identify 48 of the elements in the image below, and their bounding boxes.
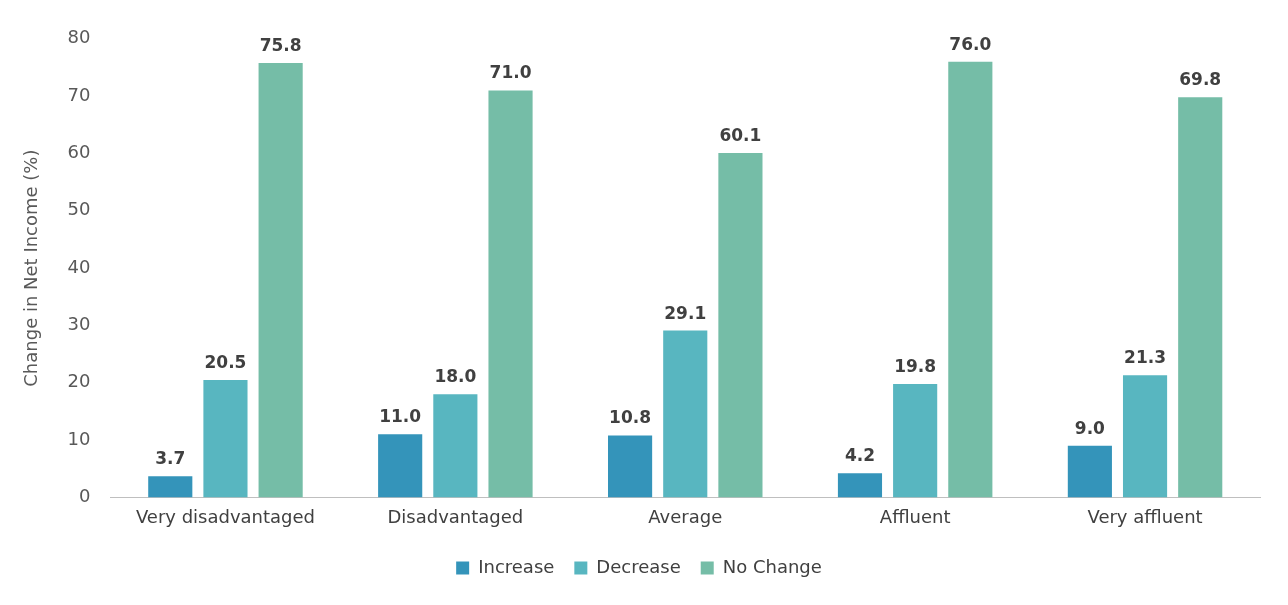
x-tick-label: Average bbox=[648, 505, 723, 527]
bar bbox=[1122, 375, 1168, 498]
data-label: 4.2 bbox=[844, 445, 876, 466]
y-tick-label: 60 bbox=[67, 141, 91, 163]
bar bbox=[663, 330, 708, 498]
y-tick-label: 50 bbox=[67, 198, 91, 220]
data-label: 20.5 bbox=[204, 351, 247, 372]
bar bbox=[148, 476, 193, 498]
bar bbox=[1178, 97, 1223, 498]
y-tick-label: 40 bbox=[67, 255, 91, 277]
bar bbox=[837, 473, 883, 498]
data-label: 69.8 bbox=[1179, 69, 1222, 90]
bar bbox=[718, 152, 763, 498]
legend-label: Decrease bbox=[596, 555, 681, 577]
x-tick-label: Very affluent bbox=[1087, 505, 1203, 527]
data-label: 18.0 bbox=[434, 366, 477, 387]
bar bbox=[378, 434, 423, 498]
y-axis-title: Change in Net Income (%) bbox=[20, 149, 42, 387]
data-label: 60.1 bbox=[719, 124, 762, 145]
data-label: 3.7 bbox=[155, 448, 186, 469]
y-tick-label: 10 bbox=[67, 427, 91, 449]
data-label: 76.0 bbox=[949, 33, 992, 54]
data-label: 11.0 bbox=[379, 406, 422, 427]
bar bbox=[488, 90, 533, 498]
legend-label: No Change bbox=[722, 555, 822, 577]
y-tick-label: 0 bbox=[79, 485, 91, 507]
data-label: 19.8 bbox=[894, 355, 937, 376]
y-tick-label: 20 bbox=[67, 370, 91, 392]
x-tick-label: Disadvantaged bbox=[387, 505, 524, 527]
y-tick-label: 70 bbox=[67, 83, 91, 105]
data-label: 75.8 bbox=[259, 34, 302, 55]
data-label: 21.3 bbox=[1124, 347, 1167, 368]
data-label: 29.1 bbox=[664, 302, 707, 323]
bar bbox=[948, 61, 993, 498]
bar bbox=[433, 394, 478, 498]
x-tick-label: Affluent bbox=[879, 505, 951, 527]
y-tick-label: 80 bbox=[67, 26, 91, 48]
data-label: 9.0 bbox=[1074, 417, 1106, 438]
bar bbox=[258, 62, 303, 498]
bar bbox=[893, 383, 938, 498]
x-tick-label: Very disadvantaged bbox=[135, 505, 316, 527]
data-label: 71.0 bbox=[489, 62, 532, 83]
bar bbox=[608, 435, 653, 498]
bar bbox=[203, 379, 248, 498]
y-tick-label: 30 bbox=[67, 313, 91, 335]
data-label: 10.8 bbox=[609, 407, 652, 428]
bar bbox=[1067, 445, 1112, 498]
legend-label: Increase bbox=[478, 555, 555, 577]
